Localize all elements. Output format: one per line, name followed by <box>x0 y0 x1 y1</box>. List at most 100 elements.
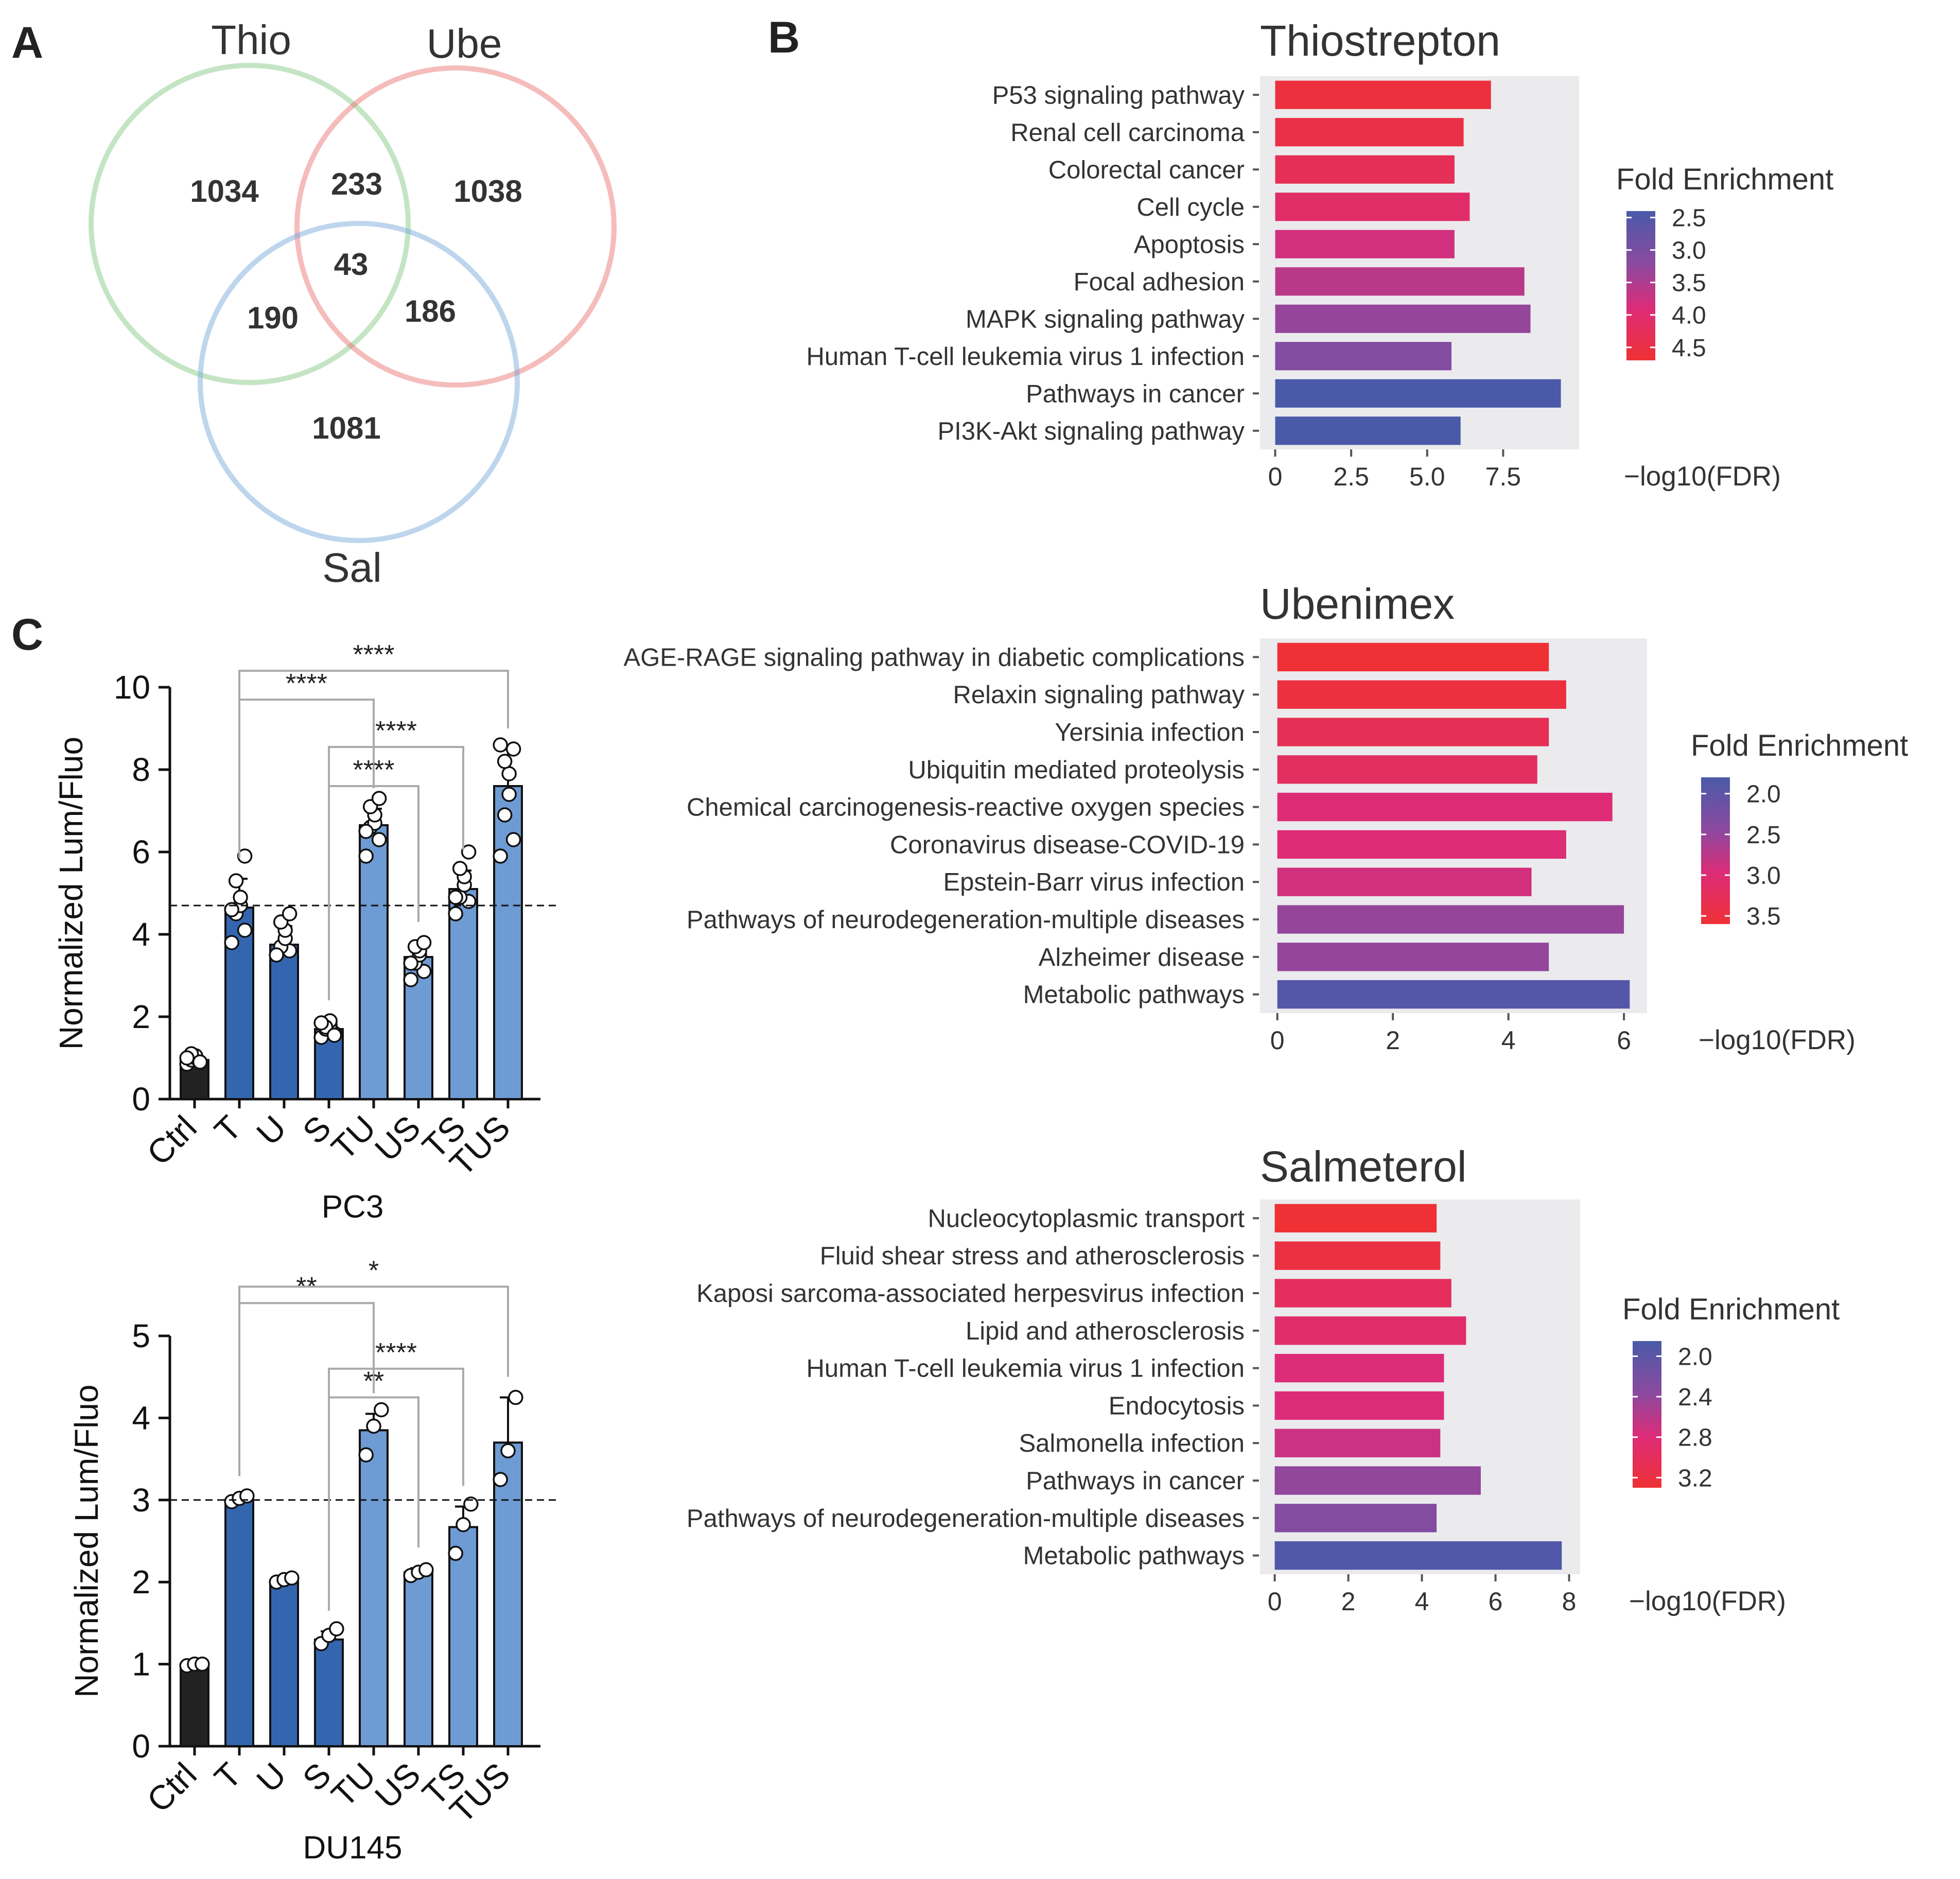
legend-tick-label: 2.5 <box>1746 822 1781 849</box>
x-tick-label-t: T <box>207 1755 249 1797</box>
data-point <box>282 906 297 921</box>
bar-age-rage-signaling-pathway-in-diabetic-complications <box>1277 642 1549 672</box>
chart-title: Thiostrepton <box>1260 16 1500 65</box>
ubenimex-enrichment-chart: Ubenimex AGE-RAGE signaling pathway in di… <box>623 580 1908 1055</box>
category-label-p53-signaling-pathway: P53 signaling pathway <box>992 81 1245 109</box>
bar-pathways-of-neurodegeneration-multiple-diseases <box>1277 905 1624 934</box>
bar-lipid-and-atherosclerosis <box>1274 1316 1466 1345</box>
y-axis-label: Normalized Lum/Fluo <box>68 1384 105 1697</box>
bar-tu <box>359 1429 389 1748</box>
x-tick-label: 6 <box>1489 1587 1503 1616</box>
category-label-cell-cycle: Cell cycle <box>1136 194 1245 221</box>
x-tick-label: 0 <box>1270 1026 1285 1055</box>
bar-chemical-carcinogenesis-reactive-oxygen-species <box>1277 792 1613 822</box>
y-tick-label: 5 <box>132 1317 150 1354</box>
legend-tick-label: 2.0 <box>1678 1343 1712 1370</box>
venn-label-sal: Sal <box>322 545 382 590</box>
significance-label: **** <box>375 716 417 746</box>
significance-label: **** <box>375 1338 417 1368</box>
venn-count-all: 43 <box>334 247 369 282</box>
data-point <box>448 906 463 921</box>
venn-count-thio-only: 1034 <box>190 174 259 208</box>
significance-bracket <box>328 785 419 1000</box>
significance-label: **** <box>353 755 395 785</box>
bar-ubiquitin-mediated-proteolysis <box>1277 755 1537 784</box>
data-point <box>497 807 513 823</box>
data-point <box>500 1443 516 1458</box>
venn-circle-sal <box>198 221 520 543</box>
y-tick-label: 1 <box>132 1646 150 1683</box>
bar-nucleocytoplasmic-transport <box>1274 1204 1437 1233</box>
data-point <box>233 890 248 905</box>
data-point <box>313 1015 329 1031</box>
data-point <box>326 1028 342 1043</box>
bar-tus <box>493 785 523 1100</box>
x-tick-label: 0 <box>1268 1587 1282 1616</box>
data-point <box>237 923 253 938</box>
chart-title: PC3 <box>322 1189 384 1225</box>
category-label-alzheimer-disease: Alzheimer disease <box>1039 944 1245 971</box>
category-label-coronavirus-disease-covid-19: Coronavirus disease-COVID-19 <box>890 831 1245 859</box>
x-tick-label: 4 <box>1415 1587 1429 1616</box>
category-label-pathways-in-cancer: Pathways in cancer <box>1026 380 1245 408</box>
y-tick-label: 10 <box>114 669 150 706</box>
significance-bracket <box>238 1285 509 1476</box>
data-point <box>237 848 253 864</box>
x-axis-label: −log10(FDR) <box>1624 461 1781 492</box>
y-tick-label: 0 <box>132 1081 150 1118</box>
category-label-focal-adhesion: Focal adhesion <box>1074 268 1245 296</box>
legend-title: Fold Enrichment <box>1691 729 1908 762</box>
legend-tick-label: 3.0 <box>1746 862 1781 890</box>
y-tick-label: 2 <box>132 998 150 1035</box>
venn-count-ube-sal: 186 <box>405 294 456 328</box>
data-point <box>418 1562 434 1578</box>
x-axis-label: −log10(FDR) <box>1629 1586 1786 1616</box>
x-tick-label-u: U <box>249 1755 293 1800</box>
bar-relaxin-signaling-pathway <box>1277 680 1566 709</box>
category-label-human-t-cell-leukemia-virus-1-infection: Human T-cell leukemia virus 1 infection <box>806 1355 1245 1383</box>
category-label-human-t-cell-leukemia-virus-1-infection: Human T-cell leukemia virus 1 infection <box>806 343 1245 371</box>
venn-label-ube: Ube <box>427 21 502 66</box>
legend-tick-label: 4.5 <box>1672 335 1706 362</box>
data-point <box>329 1621 344 1637</box>
significance-label: **** <box>353 640 395 670</box>
category-label-ubiquitin-mediated-proteolysis: Ubiquitin mediated proteolysis <box>908 756 1245 784</box>
bar-u <box>269 1579 299 1747</box>
category-label-chemical-carcinogenesis-reactive-oxygen-species: Chemical carcinogenesis-reactive oxygen … <box>687 794 1245 822</box>
data-point <box>224 935 239 950</box>
x-tick-label-u: U <box>249 1108 293 1153</box>
category-label-epstein-barr-virus-infection: Epstein-Barr virus infection <box>943 868 1245 896</box>
category-label-yersinia-infection: Yersinia infection <box>1055 719 1245 746</box>
legend-colorbar <box>1633 1341 1661 1488</box>
chart-title: DU145 <box>303 1830 402 1866</box>
category-label-lipid-and-atherosclerosis: Lipid and atherosclerosis <box>966 1317 1245 1345</box>
venn-count-thio-ube: 233 <box>331 167 382 201</box>
bar-ts <box>448 1526 478 1748</box>
data-point <box>179 1050 195 1066</box>
data-point <box>493 848 508 864</box>
x-tick-label-t: T <box>207 1108 249 1150</box>
x-tick-label: 2 <box>1386 1026 1400 1055</box>
x-tick-label: 7.5 <box>1485 462 1521 491</box>
legend-tick-label: 3.0 <box>1672 237 1706 265</box>
category-label-kaposi-sarcoma-associated-herpesvirus-infection: Kaposi sarcoma-associated herpesvirus in… <box>696 1280 1245 1308</box>
y-tick-label: 4 <box>132 1399 150 1436</box>
x-axis-label: −log10(FDR) <box>1699 1025 1856 1055</box>
significance-label: **** <box>286 669 327 699</box>
bar-colorectal-cancer <box>1275 155 1455 184</box>
x-tick-label: 5.0 <box>1409 462 1445 491</box>
category-label-endocytosis: Endocytosis <box>1109 1392 1245 1420</box>
data-point <box>508 1389 523 1405</box>
data-point <box>501 787 517 802</box>
bar-endocytosis <box>1274 1391 1444 1420</box>
bar-human-t-cell-leukemia-virus-1-infection <box>1274 1353 1444 1383</box>
data-point <box>501 766 517 781</box>
category-label-pathways-of-neurodegeneration-multiple-diseases: Pathways of neurodegeneration-multiple d… <box>687 1505 1245 1533</box>
category-label-pathways-of-neurodegeneration-multiple-diseases: Pathways of neurodegeneration-multiple d… <box>687 906 1245 934</box>
legend-tick-label: 2.4 <box>1678 1384 1712 1411</box>
category-label-pathways-in-cancer: Pathways in cancer <box>1026 1467 1245 1495</box>
data-point <box>403 955 418 971</box>
significance-label: * <box>369 1256 379 1285</box>
